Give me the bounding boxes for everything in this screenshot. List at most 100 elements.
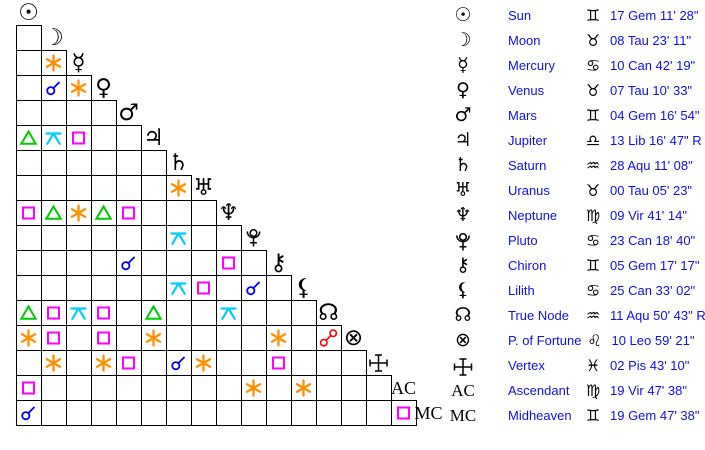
- body-row-mars: ♂ Mars ♊ 04 Gem 16' 54": [440, 103, 705, 128]
- aspect-cell: [66, 400, 92, 426]
- sign-glyph: ♒: [585, 306, 601, 325]
- aspect-cell: [166, 225, 192, 251]
- body-row-pluto: Pluto ♋ 23 Can 18' 40": [440, 228, 705, 253]
- body-name: Saturn: [508, 158, 547, 173]
- midheaven-glyph: MC: [449, 406, 477, 425]
- body-name: P. of Fortune: [508, 333, 582, 348]
- aspect-cell: [391, 400, 417, 426]
- aspect-cell: [41, 400, 67, 426]
- aspect-cell: [141, 400, 167, 426]
- body-row-true-node: ☊ True Node ♒ 11 Aqu 50' 43" R: [440, 303, 705, 328]
- aspect-cell: [66, 350, 92, 376]
- aspect-conjunction-chiron-x-mars: [121, 256, 136, 271]
- grid-planet-glyph-pluto: [246, 228, 261, 247]
- aspect-cell: [241, 250, 267, 276]
- body-row-moon: ☽ Moon ♉ 08 Tau 23' 11": [440, 28, 705, 53]
- aspect-cell: [91, 375, 117, 401]
- aspect-cell: [66, 275, 92, 301]
- aspect-square-true-node-x-venus: [97, 306, 110, 320]
- aspect-square-true-node-x-moon: [47, 306, 60, 320]
- aspect-conjunction-lilith-x-pluto: [246, 281, 261, 296]
- ascendant-glyph: AC: [451, 381, 475, 400]
- aspect-sextile-uranus-x-saturn: [170, 179, 187, 197]
- aspect-cell: [316, 375, 342, 401]
- aspect-cell: [91, 100, 117, 126]
- aspect-square-vertex-x-chiron: [272, 356, 285, 370]
- aspect-cell: [166, 400, 192, 426]
- aspect-square-jupiter-x-mercury: [72, 131, 85, 145]
- aspect-square-midheaven-x-ascendant: [397, 406, 410, 420]
- aspect-cell: [41, 175, 67, 201]
- aspect-sextile-fortune-x-chiron: [270, 329, 287, 347]
- aspect-cell: [16, 200, 42, 226]
- sign-glyph: ♓: [585, 356, 601, 375]
- uranus-glyph: ♅: [454, 179, 472, 201]
- aspect-conjunction-midheaven-x-sun: [21, 406, 36, 421]
- aspect-cell: [91, 125, 117, 151]
- aspect-cell: [216, 325, 242, 351]
- aspect-cell: [141, 250, 167, 276]
- aspect-square-fortune-x-venus: [97, 331, 110, 345]
- body-position: 09 Vir 41' 14": [610, 208, 687, 223]
- aspect-conjunction-vertex-x-saturn: [171, 356, 186, 371]
- sign-glyph: ♋: [585, 231, 601, 250]
- aspect-square-lilith-x-uranus: [197, 281, 210, 295]
- aspect-cell: [116, 150, 142, 176]
- aspect-cell: [141, 275, 167, 301]
- grid-planet-glyph-vertex: [369, 354, 388, 372]
- aspect-cell: [191, 375, 217, 401]
- mars-glyph: ♂: [454, 104, 472, 126]
- aspect-cell: [16, 225, 42, 251]
- sign-glyph: ♊: [585, 6, 601, 25]
- aspect-cell: [91, 325, 117, 351]
- sign-glyph: ♒: [585, 156, 601, 175]
- aspect-cell: [191, 275, 217, 301]
- aspect-cell: [16, 275, 42, 301]
- aspect-quincunx-true-node-x-mercury: [70, 307, 87, 320]
- aspect-cell: [91, 150, 117, 176]
- aspect-cell: [316, 350, 342, 376]
- aspect-sextile-fortune-x-jupiter: [145, 329, 162, 347]
- sign-glyph: ♊: [585, 106, 601, 125]
- pluto-glyph: [440, 228, 486, 253]
- aspect-cell: [141, 300, 167, 326]
- positions-table: ☉ Sun ♊ 17 Gem 11' 28" ☽ Moon ♉ 08 Tau 23' 11" ☿…: [440, 3, 705, 428]
- aspect-cell: [66, 250, 92, 276]
- aspect-cell: [216, 275, 242, 301]
- aspect-cell: [191, 325, 217, 351]
- aspect-sextile-ascendant-x-pluto: [245, 379, 262, 397]
- aspect-grid: ☉☽ ☿ ♀♂♃♄♅♆ ⚷ ⚸☊⊗ AC MC: [16, 0, 443, 426]
- body-position: 17 Gem 11' 28": [610, 8, 699, 23]
- aspect-sextile-mercury-x-moon: [45, 54, 62, 72]
- aspect-cell: [366, 375, 392, 401]
- body-row-neptune: ♆ Neptune ♍ 09 Vir 41' 14": [440, 203, 705, 228]
- aspect-cell: [366, 400, 392, 426]
- mercury-glyph: ☿: [457, 54, 469, 76]
- aspect-cell: [16, 350, 42, 376]
- body-position: 10 Leo 59' 21": [611, 333, 695, 348]
- aspect-cell: [166, 250, 192, 276]
- aspect-cell: [341, 375, 367, 401]
- aspect-cell: [216, 400, 242, 426]
- grid-planet-glyph-jupiter: ♃: [143, 125, 164, 151]
- sign-glyph: ♋: [585, 281, 601, 300]
- grid-planet-glyph-saturn: ♄: [168, 150, 189, 176]
- aspect-cell: [116, 275, 142, 301]
- body-position: 04 Gem 16' 54": [610, 108, 700, 123]
- body-position: 19 Vir 47' 38": [610, 383, 687, 398]
- aspect-cell: [66, 175, 92, 201]
- aspect-cell: [116, 125, 142, 151]
- body-row-uranus: ♅ Uranus ♉ 00 Tau 05' 23": [440, 178, 705, 203]
- aspect-cell: [16, 125, 42, 151]
- grid-planet-glyph-mars: ♂: [118, 100, 139, 126]
- aspect-cell: [166, 375, 192, 401]
- aspect-cell: [16, 75, 42, 101]
- body-row-sun: ☉ Sun ♊ 17 Gem 11' 28": [440, 3, 705, 28]
- body-name: Venus: [508, 83, 545, 98]
- body-row-saturn: ♄ Saturn ♒ 28 Aqu 11' 08": [440, 153, 705, 178]
- body-name: Moon: [508, 33, 541, 48]
- sign-glyph: ♉: [585, 31, 601, 50]
- aspect-cell: [16, 25, 42, 51]
- aspect-cell: [166, 300, 192, 326]
